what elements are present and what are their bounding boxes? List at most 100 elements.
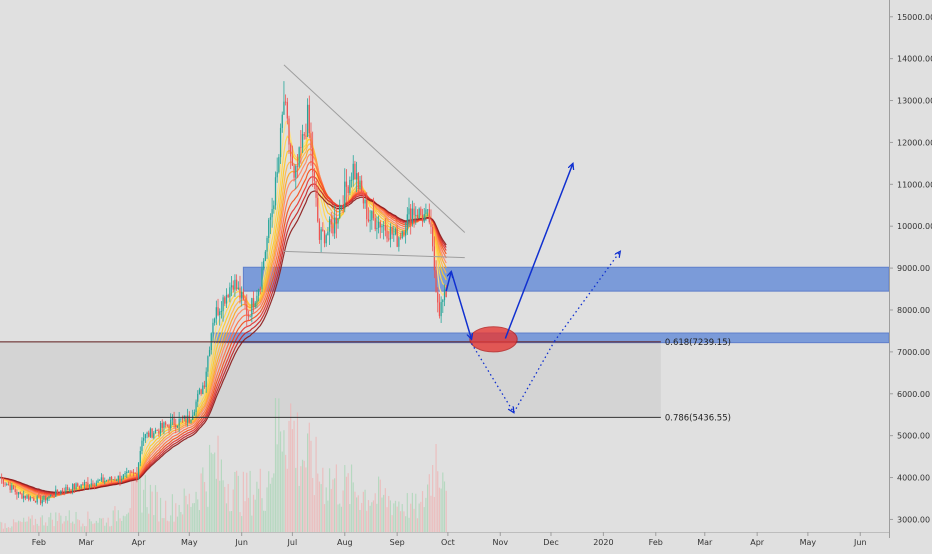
volume-bar bbox=[337, 504, 339, 532]
volume-bar bbox=[244, 501, 246, 532]
time-tick-label: Feb bbox=[32, 538, 46, 547]
volume-bar bbox=[403, 511, 405, 532]
volume-bar bbox=[430, 495, 432, 532]
volume-bar bbox=[77, 519, 79, 532]
volume-bar bbox=[53, 526, 55, 532]
volume-bar bbox=[246, 472, 248, 532]
candle-body bbox=[136, 473, 138, 478]
volume-bar bbox=[234, 471, 236, 532]
time-tick-label: Apr bbox=[750, 538, 765, 547]
candle-body bbox=[51, 494, 54, 497]
price-tick-label: 15000.00 bbox=[897, 13, 932, 22]
candle-body bbox=[413, 208, 415, 216]
candle-body bbox=[247, 314, 250, 317]
volume-bar bbox=[283, 430, 285, 532]
volume-bar bbox=[276, 444, 278, 532]
volume-bar bbox=[195, 491, 197, 532]
candle-body bbox=[352, 163, 354, 180]
candle-body bbox=[244, 299, 246, 305]
candle-body bbox=[137, 463, 140, 478]
candle-body bbox=[190, 420, 192, 423]
time-tick-label: Sep bbox=[390, 538, 405, 547]
candle-body bbox=[317, 197, 319, 222]
volume-bar bbox=[420, 501, 422, 532]
candle-body bbox=[361, 180, 363, 194]
candle-body bbox=[396, 228, 398, 247]
volume-bar bbox=[187, 504, 189, 532]
candle-body bbox=[99, 480, 101, 482]
candle-body bbox=[366, 199, 368, 220]
candle-body bbox=[320, 229, 322, 240]
candle-body bbox=[425, 209, 427, 215]
candle-body bbox=[381, 225, 383, 228]
candle-body bbox=[276, 172, 278, 178]
candle-body bbox=[379, 221, 381, 228]
volume-bar bbox=[168, 521, 170, 532]
volume-bar bbox=[251, 515, 253, 532]
volume-bar bbox=[217, 435, 219, 532]
candle-body bbox=[11, 485, 13, 491]
volume-bar bbox=[356, 497, 358, 532]
volume-bar bbox=[198, 510, 201, 532]
candle-body bbox=[271, 209, 273, 218]
volume-bar bbox=[58, 512, 60, 532]
time-tick-label: Aug bbox=[337, 538, 353, 547]
candle-body bbox=[335, 217, 337, 224]
volume-bar bbox=[143, 489, 145, 532]
volume-bar bbox=[39, 517, 42, 532]
volume-bar bbox=[212, 454, 214, 532]
candle-body bbox=[295, 166, 297, 178]
candle-body bbox=[246, 304, 248, 315]
candle-body bbox=[127, 471, 130, 473]
volume-bar bbox=[290, 403, 292, 532]
fib-layer bbox=[0, 341, 661, 418]
candle-body bbox=[298, 147, 300, 167]
candle-body bbox=[63, 491, 65, 493]
time-tick-label: Apr bbox=[132, 538, 147, 547]
time-axis[interactable]: Feb Mar Apr May Jun Jul Aug Sep Oct Nov Dec 2020 Feb… bbox=[32, 532, 867, 547]
volume-bar bbox=[406, 493, 408, 532]
volume-bar bbox=[408, 517, 410, 532]
candle-body bbox=[437, 292, 439, 303]
volume-bar bbox=[366, 510, 368, 532]
candle-body bbox=[362, 193, 365, 204]
volume-bar bbox=[68, 510, 70, 532]
candle-body bbox=[234, 279, 236, 290]
volume-bar bbox=[237, 475, 239, 532]
candle-body bbox=[340, 205, 343, 207]
candle-body bbox=[200, 389, 202, 395]
volume-bar bbox=[325, 487, 327, 532]
volume-bar bbox=[100, 518, 102, 532]
volume-bar bbox=[295, 467, 297, 532]
volume-bar bbox=[278, 398, 280, 532]
candle-body bbox=[345, 181, 348, 187]
volume-bar bbox=[344, 465, 346, 532]
volume-bar bbox=[72, 521, 74, 532]
candle-body bbox=[95, 482, 97, 487]
candle-body bbox=[58, 492, 60, 494]
volume-bar bbox=[124, 516, 126, 532]
candle-body bbox=[80, 484, 82, 488]
candle-body bbox=[131, 471, 133, 473]
volume-bar bbox=[78, 520, 81, 532]
candle-body bbox=[420, 208, 422, 215]
volume-bar bbox=[339, 503, 341, 532]
price-axis[interactable]: 3000.00 4000.00 5000.00 6000.00 7000.00 8000.… bbox=[889, 13, 932, 525]
price-tick-label: 11000.00 bbox=[897, 180, 932, 189]
volume-bar bbox=[391, 515, 393, 532]
volume-bar bbox=[332, 479, 334, 532]
candle-body bbox=[334, 217, 336, 234]
volume-bar bbox=[359, 509, 361, 532]
volume-bar bbox=[305, 467, 307, 532]
candle-body bbox=[121, 478, 123, 481]
projection-dotted-arrow bbox=[513, 341, 555, 413]
volume-bar bbox=[388, 495, 390, 532]
volume-bar bbox=[48, 517, 50, 532]
candle-body bbox=[7, 484, 10, 486]
volume-bar bbox=[136, 480, 138, 532]
volume-bar bbox=[181, 514, 184, 532]
volume-bar bbox=[132, 476, 135, 532]
candle-body bbox=[418, 208, 420, 219]
